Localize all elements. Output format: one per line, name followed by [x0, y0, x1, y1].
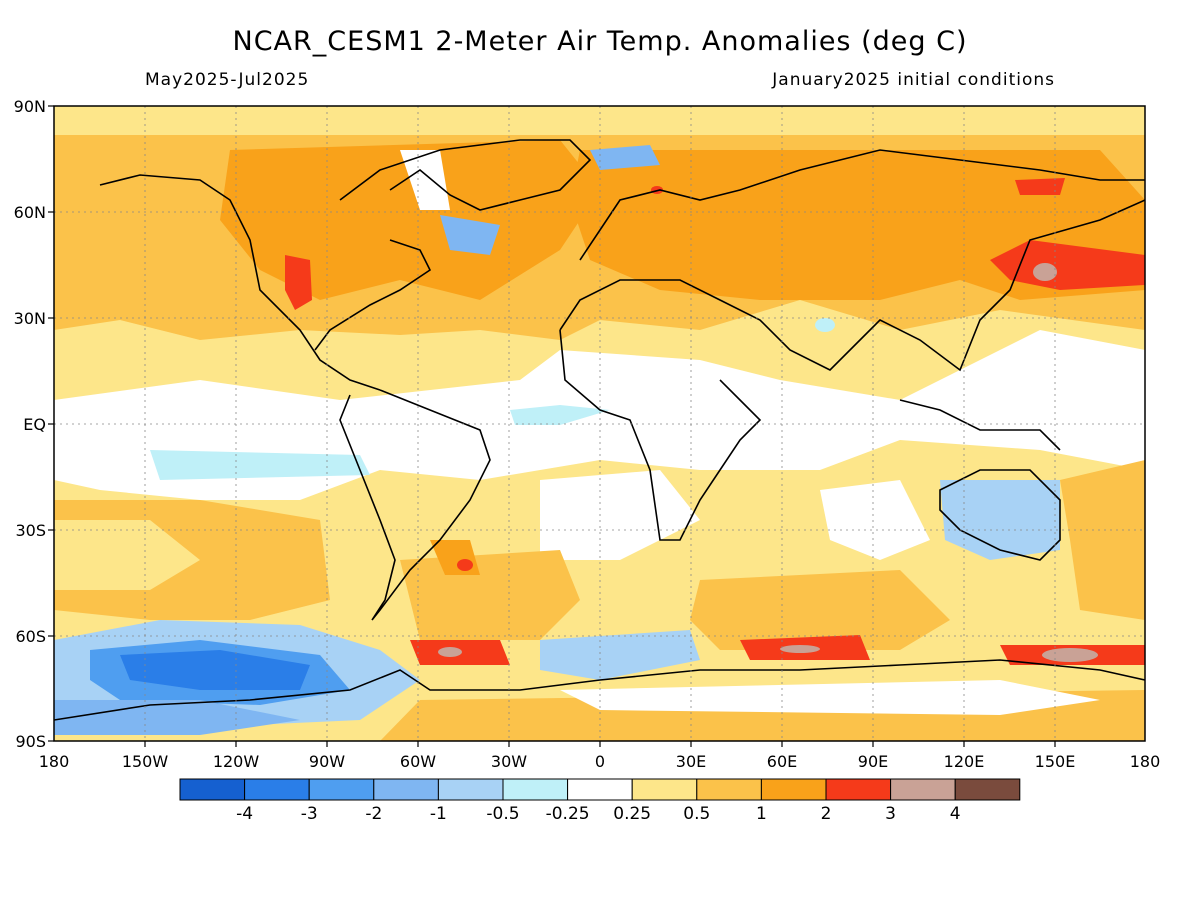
colorbar-label: 4 [950, 804, 961, 824]
lon-label: 180 [39, 752, 70, 771]
colorbar-swatch [825, 778, 892, 801]
lat-label: 60N [14, 203, 46, 222]
colorbar-label: -3 [301, 804, 318, 824]
lat-label: 60S [15, 627, 46, 646]
colorbar-swatch [308, 778, 375, 801]
lat-label: 90N [14, 97, 46, 116]
lon-label: 150W [122, 752, 169, 771]
colorbar-swatch [954, 778, 1021, 801]
forecast-period: May2025-Jul2025 [145, 70, 310, 90]
lon-label: 120E [944, 752, 985, 771]
lat-label: EQ [23, 415, 46, 434]
colorbar-swatch [567, 778, 633, 801]
colorbar-swatch [244, 778, 310, 801]
colorbar-swatch [179, 778, 246, 801]
colorbar-label: 0.5 [683, 804, 710, 824]
colorbar-swatch [437, 778, 504, 801]
colorbar-label: -2 [365, 804, 382, 824]
colorbar-label: 3 [885, 804, 896, 824]
colorbar-label: 2 [821, 804, 832, 824]
lat-label: 90S [15, 732, 46, 751]
lon-label: 0 [595, 752, 605, 771]
coastlines [54, 139, 1145, 721]
colorbar-swatch [631, 778, 698, 801]
colorbar-label: -1 [430, 804, 447, 824]
lon-label: 30E [676, 752, 706, 771]
colorbar: -4 -3 -2 -1 -0.5 -0.25 0.25 0.5 1 2 3 4 [179, 778, 1021, 824]
lat-label: 30S [15, 521, 46, 540]
lon-label: 60E [767, 752, 797, 771]
lon-label: 150E [1035, 752, 1076, 771]
map-title: NCAR_CESM1 2-Meter Air Temp. Anomalies (… [232, 26, 968, 57]
colorbar-swatch [373, 778, 439, 801]
colorbar-swatch [890, 778, 956, 801]
colorbar-label: -0.5 [486, 804, 519, 824]
colorbar-label: -4 [236, 804, 253, 824]
colorbar-swatch [696, 778, 762, 801]
lon-label: 180 [1130, 752, 1161, 771]
colorbar-swatch [760, 778, 827, 801]
lat-label: 30N [14, 309, 46, 328]
colorbar-label: -0.25 [546, 804, 590, 824]
graticule [54, 106, 1145, 741]
lon-label: 120W [213, 752, 260, 771]
colorbar-label: 0.25 [613, 804, 651, 824]
latitude-axis: 90N 60N 30N EQ 30S 60S 90S [14, 97, 46, 751]
lon-label: 30W [491, 752, 527, 771]
initial-conditions: January2025 initial conditions [772, 70, 1055, 90]
anomaly-field [54, 106, 1145, 741]
lon-label: 90E [858, 752, 888, 771]
colorbar-swatch [502, 778, 569, 801]
colorbar-label: 1 [756, 804, 767, 824]
lon-label: 60W [400, 752, 436, 771]
lon-label: 90W [309, 752, 345, 771]
longitude-axis: 180 150W 120W 90W 60W 30W 0 30E 60E 90E … [39, 752, 1161, 771]
